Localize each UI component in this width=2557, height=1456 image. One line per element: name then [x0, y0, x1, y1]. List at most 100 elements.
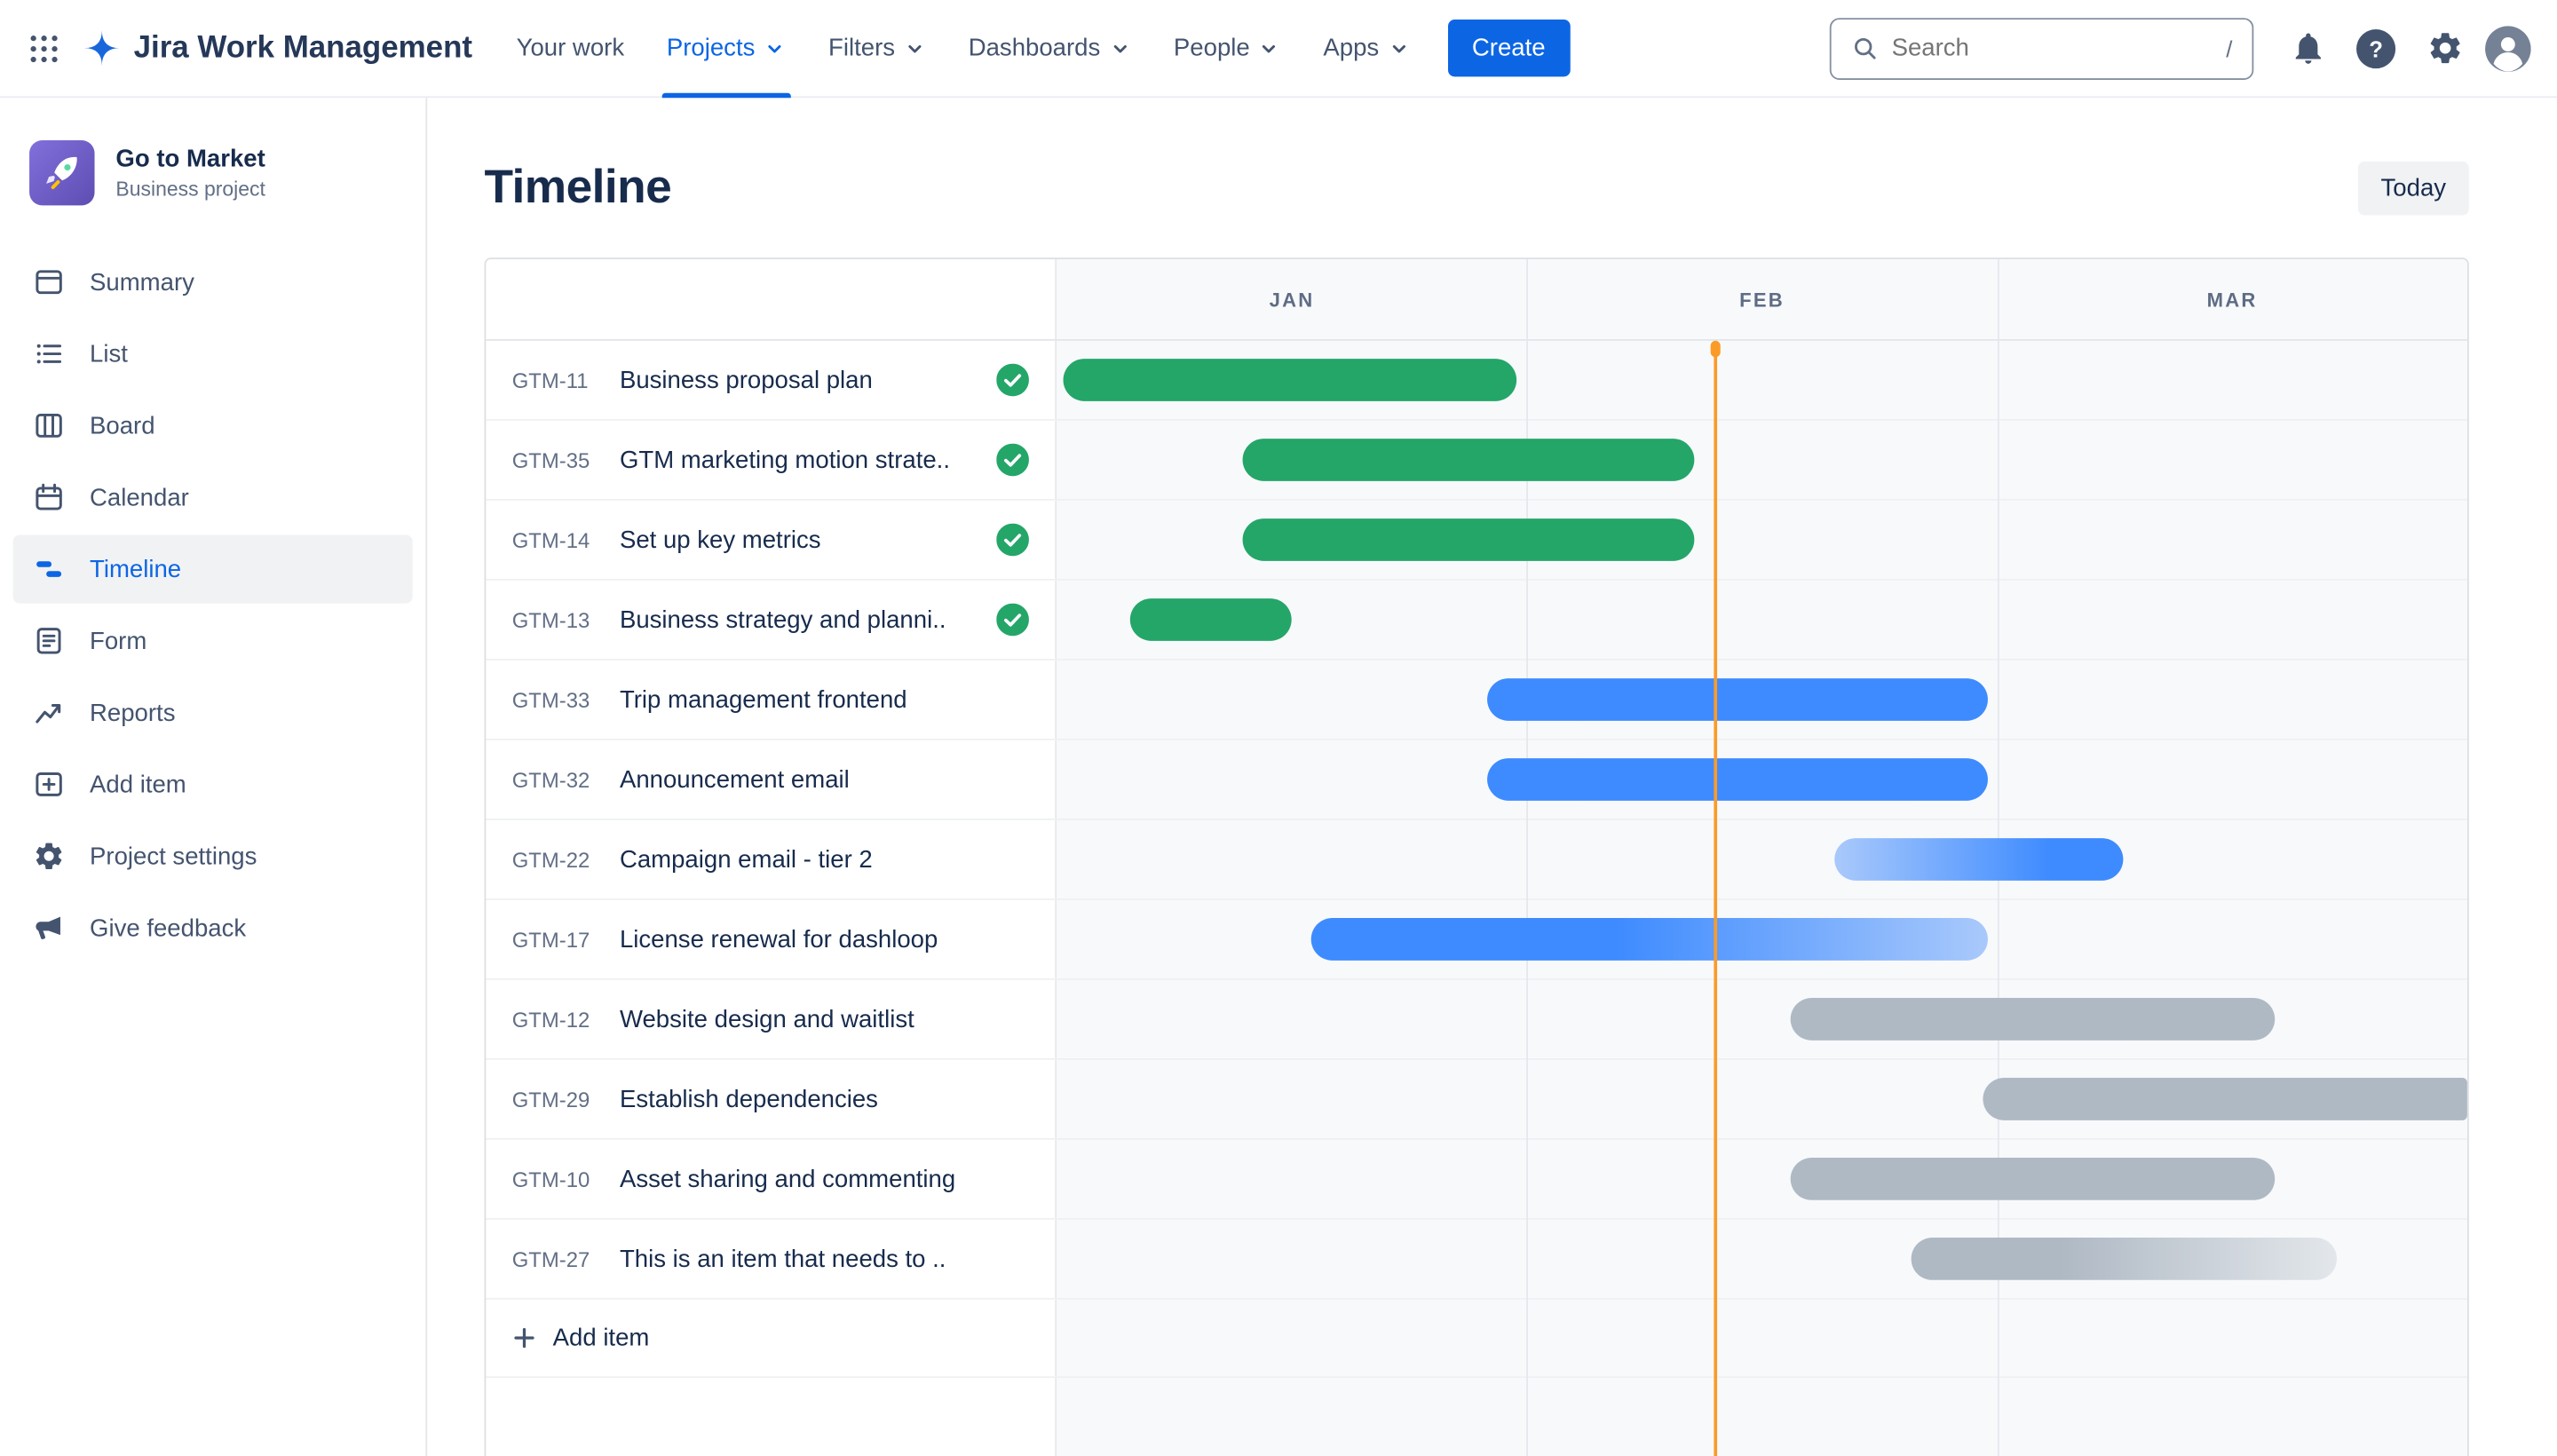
- nav-item-label: Filters: [828, 34, 896, 62]
- sidebar-item-board[interactable]: Board: [13, 392, 413, 460]
- nav-item-apps[interactable]: Apps: [1302, 0, 1431, 97]
- sidebar-item-timeline[interactable]: Timeline: [12, 534, 413, 604]
- issue-cell[interactable]: GTM-14 Set up key metrics: [486, 500, 1057, 580]
- chart-cell: [1057, 1059, 2467, 1139]
- month-header-row: JAN FEB MAR: [1057, 259, 2467, 340]
- sidebar-item-reports[interactable]: Reports: [13, 678, 413, 747]
- gantt-bar[interactable]: [1129, 598, 1291, 641]
- issue-cell[interactable]: GTM-22 Campaign email - tier 2: [486, 819, 1057, 899]
- gantt-bar[interactable]: [1486, 758, 1988, 801]
- issue-key: GTM-27: [511, 1246, 590, 1271]
- timeline-row: GTM-10 Asset sharing and commenting: [486, 1139, 2467, 1220]
- sidebar-item-project-settings[interactable]: Project settings: [13, 822, 413, 890]
- month-label-jan: JAN: [1269, 288, 1315, 311]
- issue-cell[interactable]: GTM-10 Asset sharing and commenting: [486, 1139, 1057, 1219]
- empty-row: [486, 1378, 2467, 1456]
- issue-summary: Set up key metrics: [619, 526, 821, 554]
- notifications-bell-icon[interactable]: [2280, 20, 2335, 75]
- issue-summary: Campaign email - tier 2: [619, 845, 873, 874]
- issue-cell[interactable]: GTM-12 Website design and waitlist: [486, 979, 1057, 1059]
- jira-brand[interactable]: Jira Work Management: [82, 28, 472, 68]
- sidebar-item-calendar[interactable]: Calendar: [13, 463, 413, 532]
- nav-item-people[interactable]: People: [1152, 0, 1302, 97]
- sidebar-item-summary[interactable]: Summary: [13, 248, 413, 316]
- sidebar-item-form[interactable]: Form: [13, 606, 413, 675]
- settings-gear-icon[interactable]: [2417, 20, 2472, 75]
- gantt-bar[interactable]: [1790, 998, 2276, 1041]
- sidebar-item-label: Summary: [90, 268, 194, 297]
- primary-nav: Your work Projects Filters Dashboards Pe…: [495, 0, 1431, 98]
- jira-logo-icon: [83, 30, 120, 67]
- project-name: Go to Market: [115, 145, 265, 173]
- project-avatar: [29, 139, 95, 206]
- sidebar-item-add-item[interactable]: Add item: [13, 750, 413, 819]
- timeline-table: JAN FEB MAR GTM-11 Business proposal pla…: [484, 257, 2469, 1456]
- done-check-icon: [996, 604, 1029, 637]
- gantt-bar[interactable]: [1833, 838, 2124, 881]
- issue-key: GTM-10: [511, 1167, 590, 1191]
- sidebar-item-label: Add item: [90, 770, 186, 799]
- today-button[interactable]: Today: [2357, 160, 2469, 215]
- issue-cell[interactable]: GTM-35 GTM marketing motion strate..: [486, 420, 1057, 500]
- add-item-label: Add item: [552, 1324, 650, 1352]
- timeline-row: GTM-33 Trip management frontend: [486, 660, 2467, 740]
- timeline-row: GTM-32 Announcement email: [486, 740, 2467, 820]
- chevron-down-icon: [903, 36, 926, 59]
- issue-key: GTM-17: [511, 927, 590, 952]
- chart-cell: [1057, 420, 2467, 500]
- issue-summary: Website design and waitlist: [619, 1005, 914, 1033]
- user-avatar[interactable]: [2485, 25, 2531, 71]
- nav-item-filters[interactable]: Filters: [807, 0, 947, 97]
- issue-summary: Asset sharing and commenting: [619, 1165, 956, 1193]
- issue-cell[interactable]: GTM-33 Trip management frontend: [486, 660, 1057, 740]
- sidebar-item-list[interactable]: List: [13, 320, 413, 388]
- chevron-down-icon: [1387, 36, 1410, 59]
- issue-cell[interactable]: GTM-27 This is an item that needs to ..: [486, 1219, 1057, 1299]
- gantt-bar[interactable]: [1911, 1238, 2337, 1280]
- board-icon: [33, 409, 66, 442]
- issue-key: GTM-13: [511, 607, 590, 632]
- gantt-bar[interactable]: [1064, 359, 1517, 401]
- chevron-down-icon: [1108, 36, 1131, 59]
- gantt-bar[interactable]: [1242, 518, 1695, 561]
- sidebar-item-label: Reports: [90, 699, 176, 727]
- issue-cell[interactable]: GTM-11 Business proposal plan: [486, 340, 1057, 420]
- issue-cell[interactable]: GTM-17 License renewal for dashloop: [486, 899, 1057, 979]
- search-box[interactable]: /: [1829, 17, 2254, 80]
- add-item-button[interactable]: Add item: [486, 1299, 1057, 1377]
- chart-cell: [1057, 580, 2467, 660]
- nav-item-label: Apps: [1323, 34, 1380, 62]
- create-button[interactable]: Create: [1447, 20, 1571, 77]
- nav-item-your-work[interactable]: Your work: [495, 0, 645, 97]
- timeline-row: GTM-29 Establish dependencies: [486, 1059, 2467, 1140]
- month-grid-line: [1526, 259, 1529, 1456]
- timeline-icon: [33, 553, 66, 586]
- gantt-bar[interactable]: [1310, 918, 1988, 961]
- list-icon: [33, 337, 66, 370]
- search-input[interactable]: [1891, 34, 2213, 62]
- gantt-bar[interactable]: [1790, 1158, 2276, 1200]
- sidebar-item-give-feedback[interactable]: Give feedback: [13, 894, 413, 962]
- rocket-icon: [46, 156, 77, 189]
- gantt-bar[interactable]: [1983, 1078, 2467, 1120]
- app-switcher-icon[interactable]: [16, 20, 71, 75]
- project-header[interactable]: Go to Market Business project: [0, 139, 425, 206]
- issue-cell[interactable]: GTM-29 Establish dependencies: [486, 1059, 1057, 1139]
- nav-item-projects[interactable]: Projects: [645, 0, 807, 98]
- nav-item-dashboards[interactable]: Dashboards: [947, 0, 1152, 97]
- timeline-row: GTM-17 License renewal for dashloop: [486, 899, 2467, 980]
- issue-summary: Establish dependencies: [619, 1085, 878, 1113]
- timeline-row: GTM-11 Business proposal plan: [486, 340, 2467, 421]
- issue-summary: Business strategy and planni..: [619, 605, 946, 634]
- gantt-bar[interactable]: [1242, 439, 1695, 481]
- chart-cell: [1057, 740, 2467, 819]
- sidebar-item-label: Give feedback: [90, 914, 247, 942]
- issue-cell[interactable]: GTM-13 Business strategy and planni..: [486, 580, 1057, 660]
- timeline-row: GTM-14 Set up key metrics: [486, 500, 2467, 581]
- issue-cell[interactable]: GTM-32 Announcement email: [486, 740, 1057, 819]
- gantt-bar[interactable]: [1486, 678, 1988, 721]
- form-icon: [33, 624, 66, 657]
- help-icon[interactable]: ?: [2348, 20, 2403, 75]
- chart-cell: [1057, 340, 2467, 420]
- search-shortcut-hint: /: [2226, 35, 2233, 61]
